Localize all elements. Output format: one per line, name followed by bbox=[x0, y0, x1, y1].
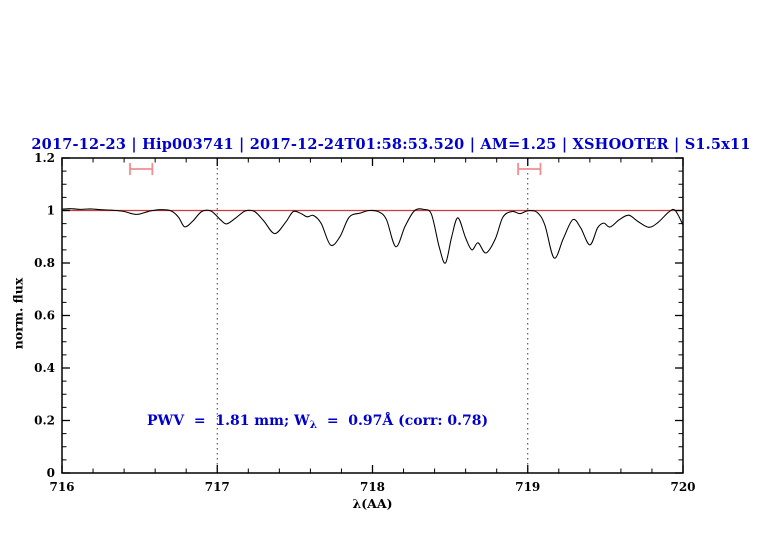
spectrum-line bbox=[61, 208, 684, 264]
x-tick-label: 716 bbox=[49, 480, 74, 494]
pwv-annotation: PWV = 1.81 mm; Wλ = 0.97Å (corr: 0.78) bbox=[147, 413, 488, 431]
y-tick-label: 0.2 bbox=[34, 414, 55, 428]
y-axis-label: norm. flux bbox=[10, 277, 26, 350]
x-tick-label: 720 bbox=[670, 480, 695, 494]
pwv-annotation-lambda-subscript: λ bbox=[309, 419, 318, 431]
band-range-marker bbox=[129, 163, 154, 176]
band-range-marker bbox=[517, 163, 542, 176]
y-tick-label: 0.6 bbox=[34, 309, 55, 323]
y-tick-label: 1.2 bbox=[34, 151, 55, 165]
y-tick-label: 0 bbox=[47, 466, 55, 480]
pwv-annotation-prefix: PWV = 1.81 mm; W bbox=[147, 413, 310, 429]
y-tick-label: 0.8 bbox=[34, 256, 55, 270]
y-tick-label: 0.4 bbox=[34, 361, 55, 375]
x-tick-label: 718 bbox=[360, 480, 385, 494]
y-tick-label: 1 bbox=[47, 204, 55, 218]
x-tick-label: 719 bbox=[515, 480, 540, 494]
plot-title: 2017-12-23 | Hip003741 | 2017-12-24T01:5… bbox=[31, 136, 751, 153]
x-axis-label: λ(AA) bbox=[352, 496, 393, 511]
x-tick-label: 717 bbox=[205, 480, 230, 494]
pwv-annotation-suffix: = 0.97Å (corr: 0.78) bbox=[317, 413, 489, 429]
